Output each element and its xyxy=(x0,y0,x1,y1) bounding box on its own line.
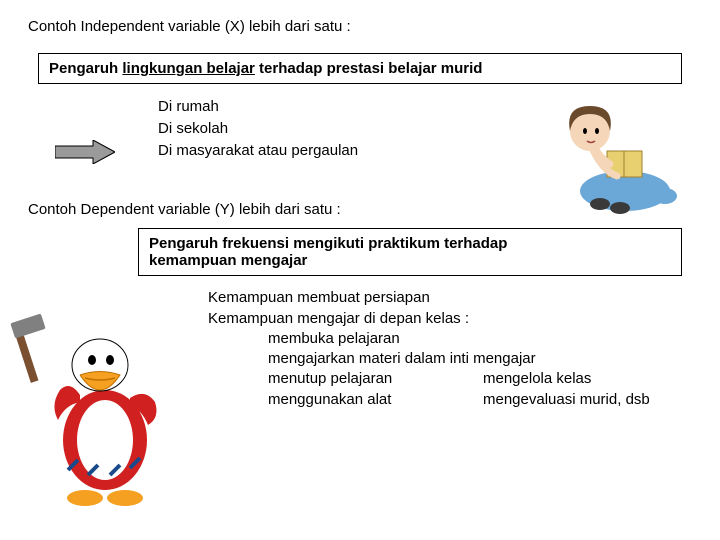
section2-list: Kemampuan membuat persiapan Kemampuan me… xyxy=(208,288,692,410)
list-item: Kemampuan mengajar di depan kelas : xyxy=(208,309,692,329)
list-item: mengajarkan materi dalam inti mengajar xyxy=(268,349,692,369)
arrow-right-icon xyxy=(55,140,115,164)
box2-line2: kemampuan mengajar xyxy=(149,252,671,269)
section2-sublist: membuka pelajaran mengajarkan materi dal… xyxy=(268,329,692,410)
list-item: mengevaluasi murid, dsb xyxy=(483,391,650,408)
box1-suffix: terhadap prestasi belajar murid xyxy=(255,60,483,77)
list-item: Kemampuan membuat persiapan xyxy=(208,288,692,308)
list-item: menutup pelajaran xyxy=(268,369,483,389)
box2-line1: Pengaruh frekuensi mengikuti praktikum t… xyxy=(149,235,671,252)
list-item: menggunakan alat xyxy=(268,390,483,410)
list-item: membuka pelajaran xyxy=(268,329,692,349)
list-item: mengelola kelas xyxy=(483,370,591,387)
section1-box: Pengaruh lingkungan belajar terhadap pre… xyxy=(38,53,682,84)
section2-box: Pengaruh frekuensi mengikuti praktikum t… xyxy=(138,228,682,276)
section1-heading: Contoh Independent variable (X) lebih da… xyxy=(28,18,692,35)
box1-prefix: Pengaruh xyxy=(49,60,122,77)
girl-reading-illustration xyxy=(545,96,685,216)
box1-underlined: lingkungan belajar xyxy=(122,60,255,77)
duck-hammer-illustration xyxy=(10,310,180,510)
